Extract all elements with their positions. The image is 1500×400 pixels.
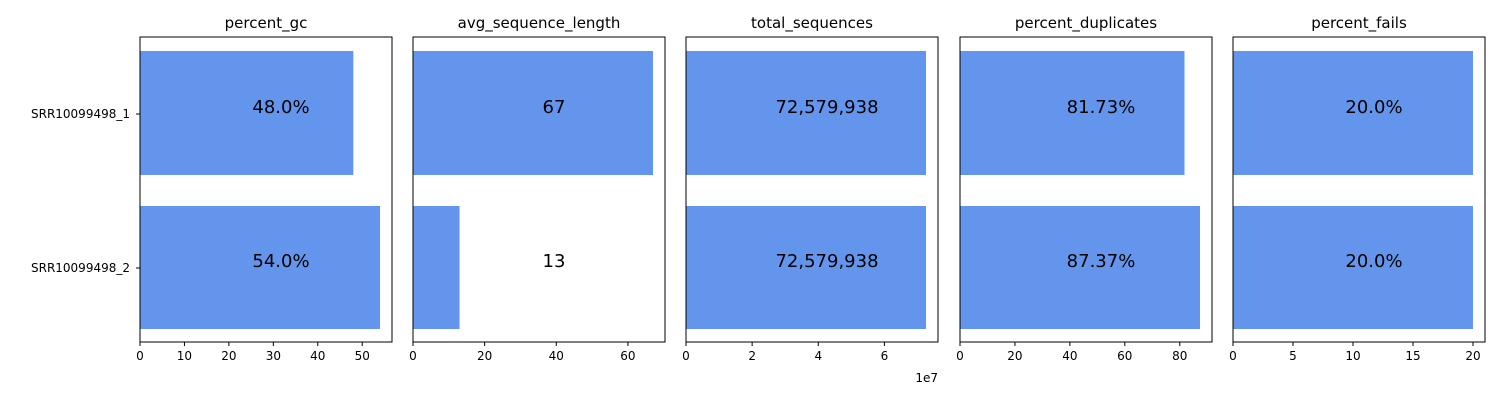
x-tick-label: 20	[221, 349, 236, 363]
bar-percent_fails-1	[1233, 51, 1473, 175]
x-tick-label: 50	[355, 349, 370, 363]
bar-percent_duplicates-2	[960, 206, 1200, 329]
x-tick-label: 0	[1229, 349, 1237, 363]
x-tick-label: 20	[477, 349, 492, 363]
y-tick-label: SRR10099498_1	[31, 107, 130, 121]
x-axis-offset-text: 1e7	[915, 371, 938, 385]
panel-title: avg_sequence_length	[458, 14, 621, 33]
bar-percent_duplicates-1	[960, 51, 1185, 175]
bar-percent_gc-1	[140, 51, 354, 175]
bar-percent_fails-2	[1233, 206, 1473, 329]
bar-value-label: 20.0%	[1345, 251, 1402, 272]
bar-avg_sequence_length-2	[413, 206, 460, 329]
x-tick-label: 15	[1405, 349, 1420, 363]
axes-frame	[959, 36, 1213, 343]
panel-title: percent_gc	[225, 14, 308, 33]
x-tick-label: 0	[956, 349, 964, 363]
bar-value-label: 20.0%	[1345, 97, 1402, 118]
x-tick-label: 2	[748, 349, 756, 363]
x-tick-label: 10	[1345, 349, 1360, 363]
x-tick-label: 5	[1289, 349, 1297, 363]
axes-frame	[1232, 36, 1486, 343]
x-tick-label: 0	[682, 349, 690, 363]
x-tick-label: 60	[620, 349, 635, 363]
bar-percent_gc-2	[140, 206, 380, 329]
panel-title: total_sequences	[751, 14, 873, 33]
x-tick-label: 60	[1117, 349, 1132, 363]
x-tick-label: 20	[1465, 349, 1480, 363]
x-tick-label: 40	[310, 349, 325, 363]
x-tick-label: 40	[1062, 349, 1077, 363]
bar-value-label: 54.0%	[252, 251, 309, 272]
panel-title: percent_fails	[1311, 14, 1407, 33]
x-tick-label: 40	[549, 349, 564, 363]
x-tick-label: 30	[266, 349, 281, 363]
bar-value-label: 72,579,938	[775, 251, 878, 272]
x-tick-label: 80	[1172, 349, 1187, 363]
bar-total_sequences-2	[686, 206, 926, 329]
bar-value-label: 81.73%	[1067, 97, 1136, 118]
y-tick-label: SRR10099498_2	[31, 261, 130, 275]
x-tick-label: 0	[136, 349, 144, 363]
x-tick-label: 6	[881, 349, 889, 363]
axes-frame	[412, 36, 666, 343]
bar-value-label: 48.0%	[252, 97, 309, 118]
bar-value-label: 67	[543, 97, 566, 118]
bar-value-label: 72,579,938	[775, 97, 878, 118]
x-tick-label: 0	[409, 349, 417, 363]
axes-frame	[139, 36, 393, 343]
x-tick-label: 10	[177, 349, 192, 363]
x-tick-label: 4	[814, 349, 822, 363]
panel-title: percent_duplicates	[1015, 14, 1157, 33]
bar-avg_sequence_length-1	[413, 51, 653, 175]
axes-frame	[685, 36, 939, 343]
x-tick-label: 20	[1007, 349, 1022, 363]
bar-value-label: 87.37%	[1067, 251, 1136, 272]
bar-value-label: 13	[543, 251, 566, 272]
bar-total_sequences-1	[686, 51, 926, 175]
